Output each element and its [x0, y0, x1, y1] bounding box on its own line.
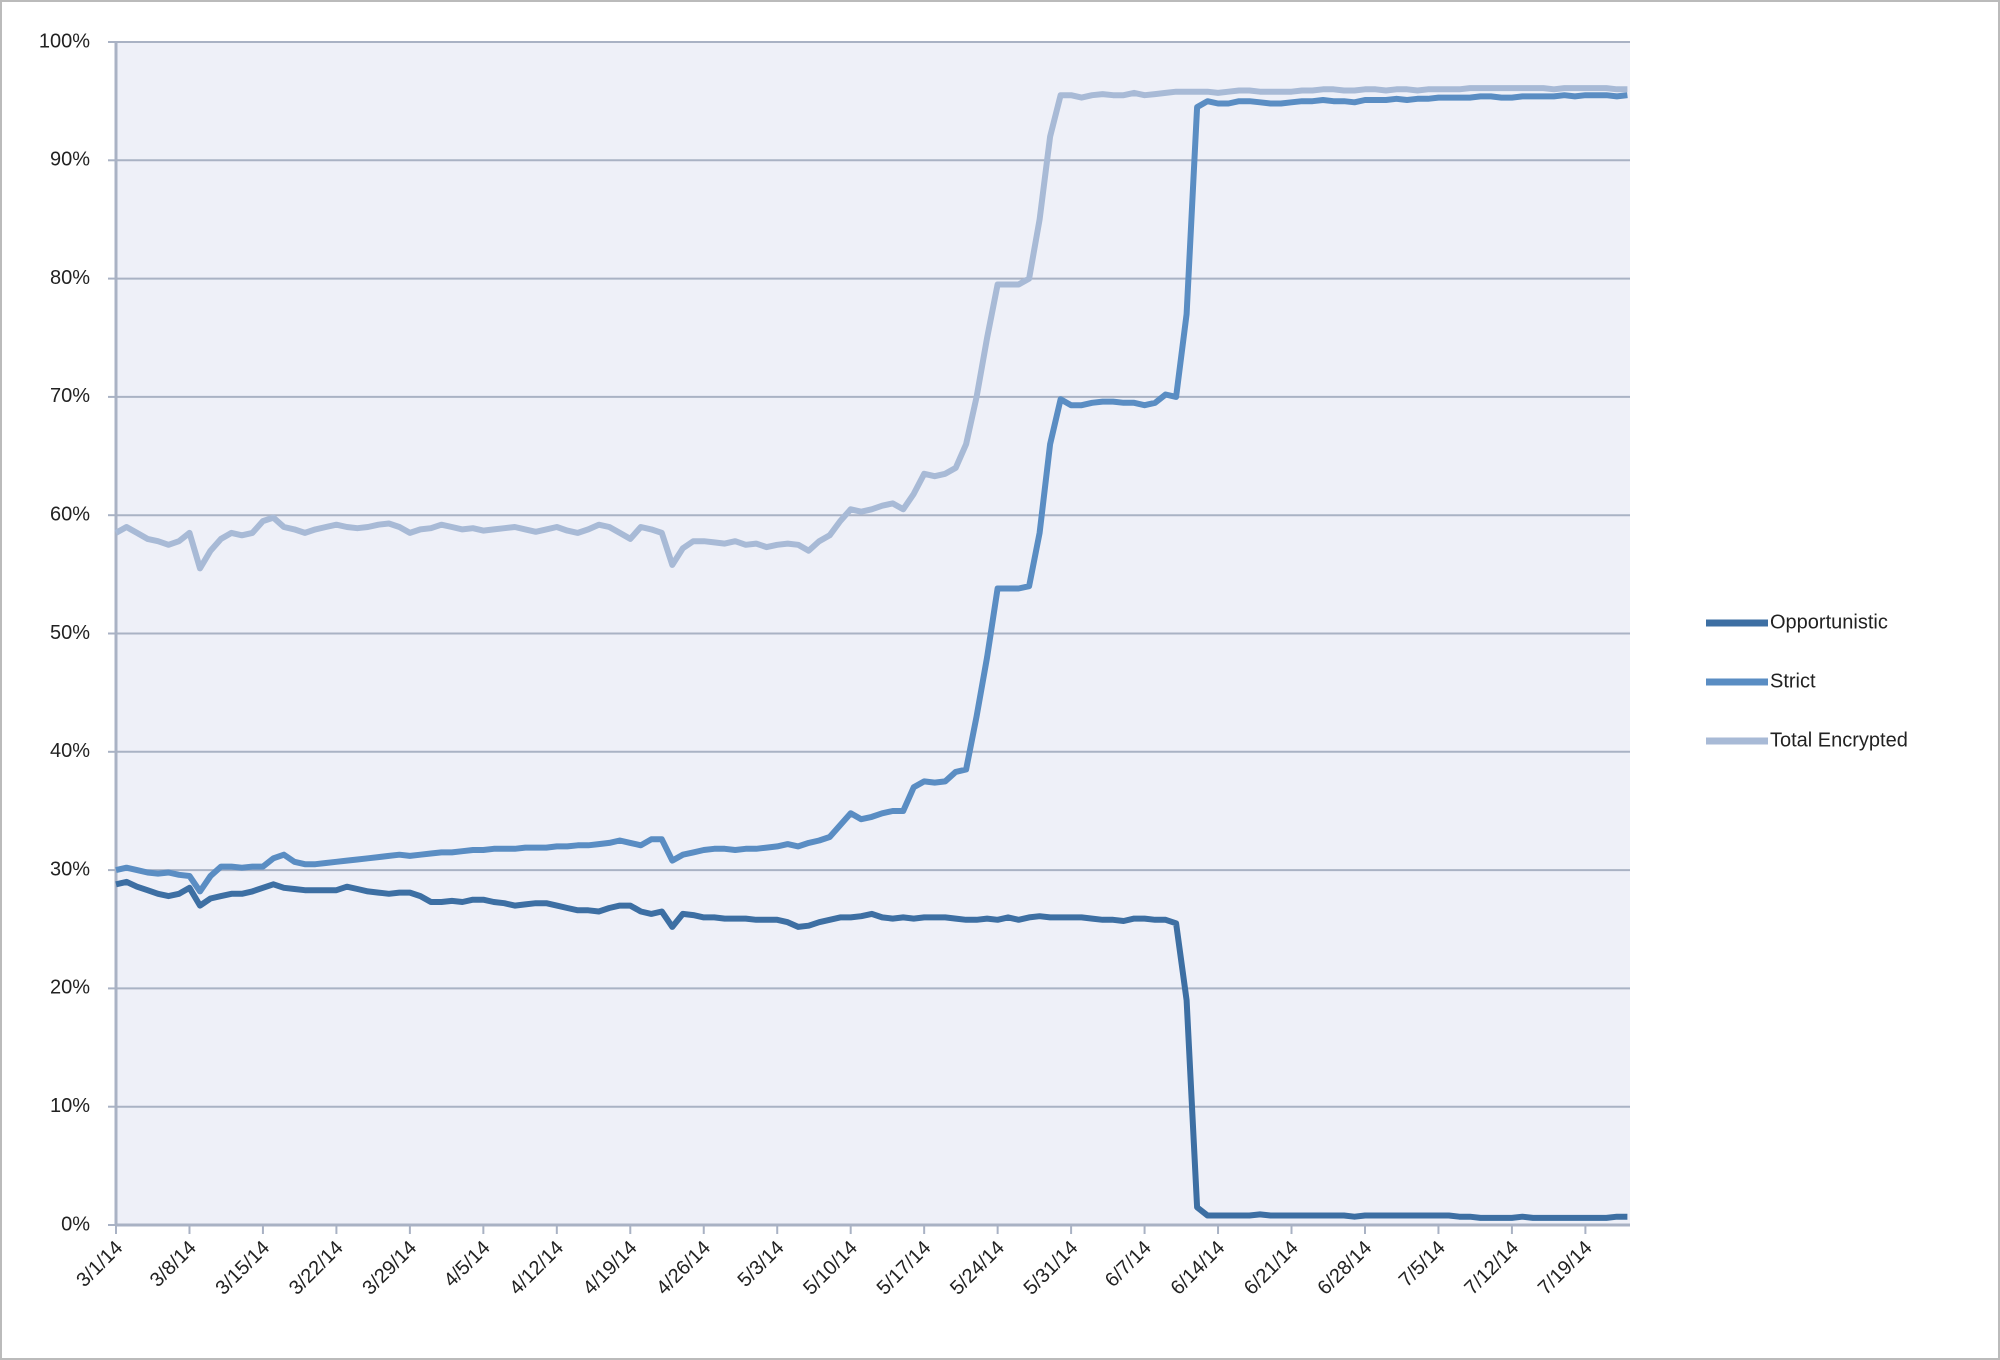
y-tick-label: 100%: [39, 30, 90, 52]
series-line: [115, 878, 1628, 1221]
y-tick-label: 50%: [50, 622, 90, 644]
y-tick-label: 40%: [50, 740, 90, 762]
y-tick-label: 80%: [50, 267, 90, 289]
y-tick-label: 10%: [50, 1095, 90, 1117]
y-tick-label: 20%: [50, 977, 90, 999]
y-tick-label: 70%: [50, 385, 90, 407]
y-tick-label: 90%: [50, 149, 90, 171]
legend-label: Strict: [1770, 670, 1816, 692]
y-tick-label: 30%: [50, 858, 90, 880]
y-tick-label: 60%: [50, 503, 90, 525]
y-tick-label: 0%: [61, 1213, 90, 1235]
series-line: [115, 92, 1628, 895]
legend-label: Opportunistic: [1770, 611, 1888, 633]
legend-label: Total Encrypted: [1770, 729, 1908, 751]
series-line: [114, 85, 1628, 572]
